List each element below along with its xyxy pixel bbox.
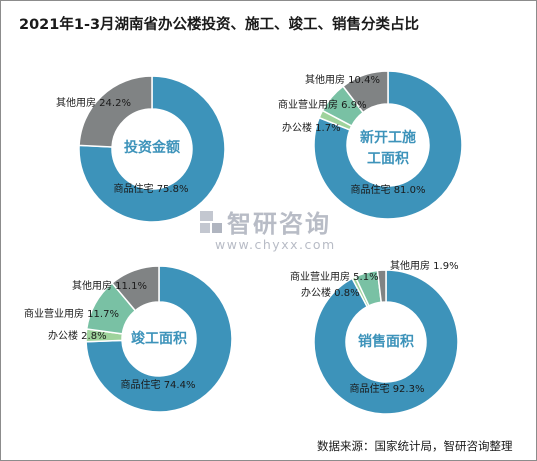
investment-slice-label-1: 其他用房 24.2% [56, 96, 131, 109]
source-note: 数据来源：国家统计局，智研咨询整理 [317, 439, 513, 453]
main-title: 2021年1-3月湖南省办公楼投资、施工、竣工、销售分类占比 [19, 17, 420, 33]
completion-slice-label-1: 办公楼 2.8% [48, 329, 107, 342]
new-construction-slice-label-1: 办公楼 1.7% [282, 121, 341, 134]
watermark-url: www.chyxx.com [215, 237, 336, 252]
new-construction-slice-label-0: 商品住宅 81.0% [351, 183, 426, 196]
new-construction-slice-label-3: 其他用房 10.4% [305, 73, 380, 86]
watermark-logo-icon [200, 211, 222, 233]
new-construction-center-title: 工面积 [367, 150, 409, 167]
new-construction-slice-3 [341, 70, 389, 114]
investment-slice-0 [78, 75, 226, 223]
sales-slice-label-2: 商业营业用房 5.1% [290, 270, 379, 283]
investment-slice-1 [78, 75, 153, 148]
completion-slice-label-3: 其他用房 11.1% [72, 279, 147, 292]
sales-center-title: 销售面积 [358, 333, 414, 350]
completion-slice-label-2: 商业营业用房 11.7% [24, 307, 119, 320]
sales-slice-3 [376, 269, 387, 304]
completion-center-title: 竣工面积 [131, 330, 187, 347]
new-construction-slice-label-2: 商业营业用房 6.9% [278, 98, 367, 111]
sales-slice-label-1: 办公楼 0.8% [301, 286, 360, 299]
sales-slice-label-3: 其他用房 1.9% [390, 259, 459, 272]
completion-slice-0 [85, 265, 233, 413]
sales-slice-label-0: 商品住宅 92.3% [350, 382, 425, 395]
new-construction-center-title: 新开工施 [360, 129, 416, 146]
watermark-name: 智研咨询 [227, 210, 331, 238]
completion-slice-label-0: 商品住宅 74.4% [121, 378, 196, 391]
investment-slice-label-0: 商品住宅 75.8% [114, 182, 189, 195]
investment-center-title: 投资金额 [124, 139, 180, 156]
sales-slice-0 [313, 269, 459, 415]
new-construction-slice-0 [313, 70, 463, 220]
completion-slice-3 [111, 265, 160, 312]
